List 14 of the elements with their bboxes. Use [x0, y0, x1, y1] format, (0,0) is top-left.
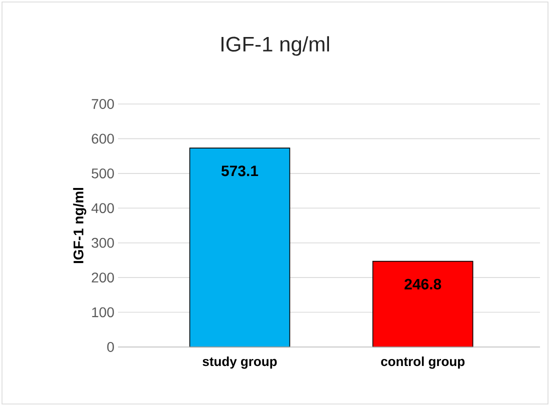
x-tick-label: study group [202, 356, 277, 369]
y-tick-label: 700 [92, 99, 114, 109]
y-axis-title: IGF-1 ng/ml [73, 188, 86, 264]
chart-title: IGF-1 ng/ml [222, 36, 330, 56]
y-tick-label: 0 [107, 342, 114, 352]
y-tick-label: 400 [91, 203, 114, 214]
data-label: 573.1 [221, 166, 258, 176]
y-tick-label: 200 [92, 272, 114, 283]
x-tick-label: control group [381, 356, 465, 369]
y-tick-label: 500 [92, 168, 114, 178]
y-tick-label: 100 [92, 307, 114, 318]
y-tick-label: 600 [92, 134, 114, 144]
y-tick-label: 300 [92, 238, 114, 248]
data-label: 246.8 [404, 278, 442, 290]
